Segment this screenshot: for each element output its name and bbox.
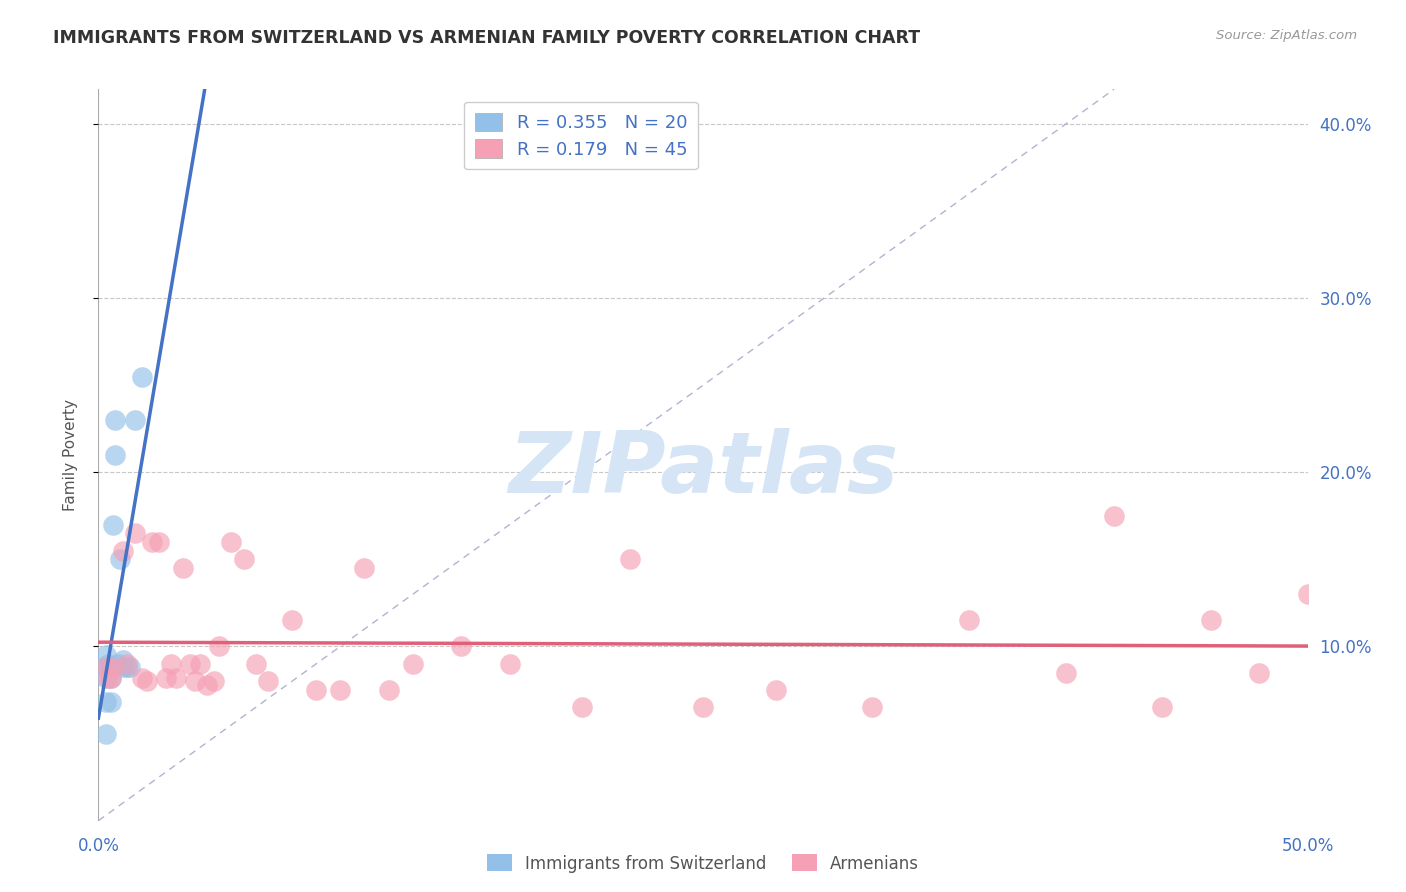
Point — [221, 535, 243, 549]
Point — [353, 561, 375, 575]
Point — [101, 517, 124, 532]
Point — [111, 653, 134, 667]
Point — [208, 640, 231, 654]
Point — [94, 648, 117, 663]
Point — [329, 683, 352, 698]
Point — [131, 671, 153, 685]
Point — [184, 674, 207, 689]
Point — [179, 657, 201, 671]
Point — [94, 695, 117, 709]
Point — [1054, 665, 1077, 680]
Point — [111, 543, 134, 558]
Point — [101, 660, 124, 674]
Point — [1296, 587, 1319, 601]
Point — [94, 671, 117, 685]
Point — [232, 552, 254, 566]
Point — [100, 671, 122, 685]
Point — [1152, 700, 1174, 714]
Point — [97, 671, 120, 685]
Point — [571, 700, 593, 714]
Point — [94, 660, 117, 674]
Point — [107, 657, 129, 671]
Point — [100, 695, 122, 709]
Point — [108, 552, 131, 566]
Point — [111, 660, 134, 674]
Point — [305, 683, 328, 698]
Point — [117, 657, 139, 671]
Text: ZIPatlas: ZIPatlas — [508, 428, 898, 511]
Point — [104, 448, 127, 462]
Point — [135, 674, 157, 689]
Legend: R = 0.355   N = 20, R = 0.179   N = 45: R = 0.355 N = 20, R = 0.179 N = 45 — [464, 102, 697, 169]
Point — [1102, 508, 1125, 523]
Point — [118, 660, 141, 674]
Point — [124, 413, 146, 427]
Point — [94, 726, 117, 740]
Point — [281, 613, 304, 627]
Point — [100, 660, 122, 674]
Text: IMMIGRANTS FROM SWITZERLAND VS ARMENIAN FAMILY POVERTY CORRELATION CHART: IMMIGRANTS FROM SWITZERLAND VS ARMENIAN … — [53, 29, 921, 46]
Point — [188, 657, 211, 671]
Point — [165, 671, 187, 685]
Point — [97, 657, 120, 671]
Point — [860, 700, 883, 714]
Point — [450, 640, 472, 654]
Point — [619, 552, 641, 566]
Point — [204, 674, 226, 689]
Point — [498, 657, 520, 671]
Point — [1249, 665, 1271, 680]
Point — [141, 535, 163, 549]
Text: Source: ZipAtlas.com: Source: ZipAtlas.com — [1216, 29, 1357, 42]
Point — [124, 526, 146, 541]
Point — [195, 678, 218, 692]
Point — [117, 660, 139, 674]
Point — [692, 700, 714, 714]
Point — [245, 657, 267, 671]
Point — [104, 413, 127, 427]
Point — [1199, 613, 1222, 627]
Point — [155, 671, 177, 685]
Y-axis label: Family Poverty: Family Poverty — [63, 399, 77, 511]
Point — [402, 657, 425, 671]
Point — [957, 613, 980, 627]
Point — [148, 535, 170, 549]
Point — [94, 660, 117, 674]
Point — [172, 561, 194, 575]
Point — [256, 674, 278, 689]
Point — [160, 657, 183, 671]
Legend: Immigrants from Switzerland, Armenians: Immigrants from Switzerland, Armenians — [481, 847, 925, 880]
Point — [377, 683, 399, 698]
Point — [131, 369, 153, 384]
Point — [100, 671, 122, 685]
Point — [765, 683, 787, 698]
